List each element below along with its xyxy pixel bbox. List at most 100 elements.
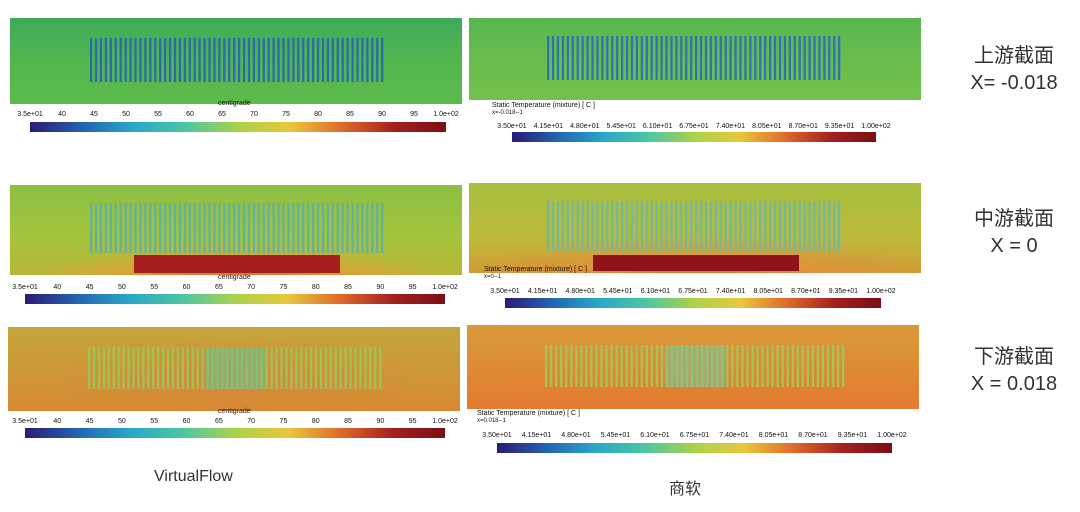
fin bbox=[203, 203, 206, 253]
fin bbox=[826, 345, 830, 387]
fin bbox=[630, 36, 634, 80]
fin bbox=[836, 345, 840, 387]
fin bbox=[645, 36, 648, 80]
colorbar-tick-label: 70 bbox=[250, 111, 258, 118]
fin bbox=[173, 203, 177, 253]
colorbar-tick-label: 85 bbox=[344, 418, 352, 425]
fin bbox=[359, 347, 362, 389]
fin bbox=[124, 203, 127, 253]
colorbar-tick-label: 4.80e+01 bbox=[565, 288, 595, 295]
colorbar-tick-label: 3.50e+01 bbox=[497, 123, 527, 130]
fin bbox=[749, 201, 752, 251]
colorbar-tick-label: 5.45e+01 bbox=[603, 288, 633, 295]
colorbar-tick-label: 6.75e+01 bbox=[679, 432, 710, 439]
fin bbox=[616, 201, 619, 251]
colorbar-tick-label: 80 bbox=[311, 418, 320, 425]
fin bbox=[749, 36, 752, 80]
colorbar-tick-label: 65 bbox=[214, 418, 223, 425]
fin bbox=[547, 36, 550, 80]
fin bbox=[218, 203, 221, 253]
hot-base-plate bbox=[134, 255, 340, 273]
fin bbox=[625, 345, 628, 387]
fin bbox=[191, 347, 194, 389]
fin bbox=[586, 36, 589, 80]
colorbar-tick-label: 4.15e+01 bbox=[533, 123, 564, 130]
fin bbox=[295, 347, 298, 389]
colorbar-tick-label: 5.45e+01 bbox=[606, 123, 636, 130]
fin bbox=[615, 345, 618, 387]
fin bbox=[660, 201, 663, 251]
fin bbox=[606, 36, 609, 80]
fin bbox=[680, 201, 683, 251]
fin bbox=[796, 345, 799, 387]
fin bbox=[154, 203, 157, 253]
fin bbox=[729, 36, 732, 80]
fin bbox=[314, 347, 318, 389]
fin bbox=[754, 201, 757, 251]
fin bbox=[369, 347, 372, 389]
hot-base-plate bbox=[593, 255, 799, 271]
fin bbox=[376, 38, 379, 82]
colorbar-tick-label: 85 bbox=[344, 284, 352, 291]
colorbar-tick-label: 95 bbox=[408, 418, 417, 425]
fin bbox=[186, 347, 189, 389]
fin bbox=[139, 38, 142, 82]
fin bbox=[208, 38, 211, 82]
fin bbox=[828, 201, 831, 251]
fin bbox=[650, 201, 653, 251]
colorbar-tick-label: 3.5e+01 bbox=[17, 111, 43, 118]
fin bbox=[162, 347, 165, 389]
fin bbox=[665, 201, 668, 251]
fin bbox=[354, 347, 357, 389]
fin bbox=[267, 38, 270, 82]
fin bbox=[734, 36, 737, 80]
colorbar bbox=[25, 428, 445, 438]
fin bbox=[571, 36, 574, 80]
colorbar-tick-label: 1.0e+02 bbox=[433, 111, 459, 118]
fin bbox=[302, 203, 305, 253]
fin bbox=[282, 203, 285, 253]
row-label-position: X = 0.018 bbox=[970, 373, 1058, 395]
fin bbox=[620, 345, 623, 387]
fin bbox=[818, 36, 821, 80]
fin bbox=[290, 347, 293, 389]
colorbar bbox=[25, 294, 445, 304]
virtualflow-downstream-field bbox=[8, 327, 460, 411]
fin bbox=[307, 38, 310, 82]
colorbar bbox=[497, 443, 892, 453]
fin bbox=[112, 347, 115, 389]
fin bbox=[590, 345, 593, 387]
fin bbox=[280, 347, 283, 389]
colorbar-tick-label: 90 bbox=[376, 418, 385, 425]
fin bbox=[551, 201, 555, 251]
fin bbox=[560, 345, 563, 387]
fin bbox=[769, 201, 772, 251]
colorbar-tick-label: 1.00e+02 bbox=[877, 432, 907, 439]
fin bbox=[176, 347, 180, 389]
fin bbox=[183, 38, 186, 82]
fin bbox=[292, 203, 295, 253]
colorbar-tick-label: 50 bbox=[122, 111, 130, 118]
fin bbox=[233, 203, 236, 253]
fin bbox=[808, 36, 811, 80]
colorbar-tick-label: 70 bbox=[247, 284, 256, 291]
fin bbox=[575, 345, 578, 387]
fin bbox=[149, 38, 152, 82]
fin bbox=[94, 203, 98, 253]
fin bbox=[771, 345, 774, 387]
fin bbox=[616, 36, 619, 80]
fin bbox=[838, 36, 841, 80]
fin bbox=[793, 36, 796, 80]
colorbar-tick-label: 75 bbox=[279, 418, 288, 425]
fin bbox=[168, 203, 172, 253]
row-label-title: 中游截面 bbox=[974, 208, 1054, 230]
fin bbox=[228, 38, 231, 82]
fin-array bbox=[90, 38, 384, 82]
fin bbox=[213, 203, 216, 253]
fin bbox=[196, 347, 199, 389]
fin bbox=[704, 201, 708, 251]
colorbar-tick-label: 80 bbox=[314, 111, 322, 118]
fin bbox=[744, 36, 747, 80]
fin bbox=[611, 36, 614, 80]
fin bbox=[595, 345, 598, 387]
